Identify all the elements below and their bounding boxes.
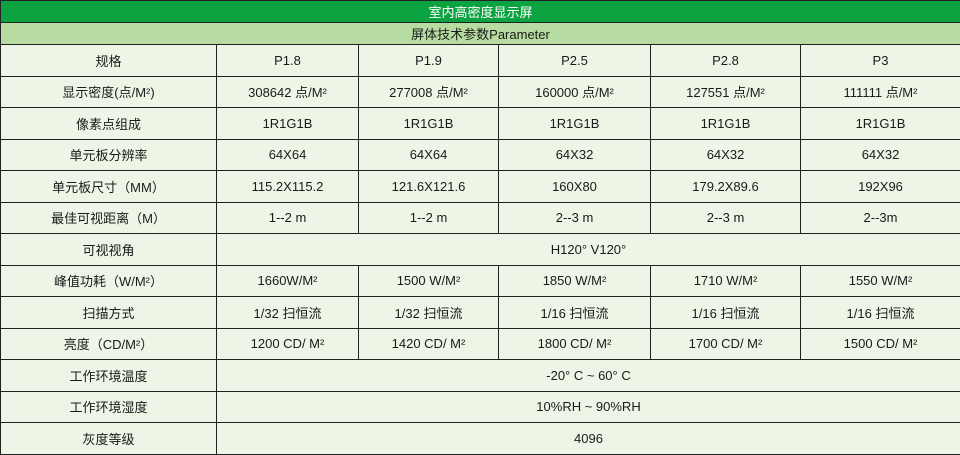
table-cell: 1R1G1B — [217, 108, 359, 140]
row-label: 单元板尺寸（MM） — [1, 171, 217, 203]
table-cell: 1/32 扫恒流 — [217, 297, 359, 329]
table-cell: 127551 点/M² — [651, 76, 801, 108]
table-cell: 1660W/M² — [217, 265, 359, 297]
table-cell: 1/32 扫恒流 — [359, 297, 499, 329]
table-cell: 1R1G1B — [801, 108, 960, 140]
table-cell: 1200 CD/ M² — [217, 328, 359, 360]
table-cell: 64X32 — [801, 139, 960, 171]
table-row: 工作环境温度-20° C ~ 60° C — [1, 360, 960, 392]
table-cell: P1.8 — [217, 45, 359, 77]
row-label: 单元板分辨率 — [1, 139, 217, 171]
table-cell: 1--2 m — [217, 202, 359, 234]
table-cell: 111111 点/M² — [801, 76, 960, 108]
table-subtitle: 屏体技术参数Parameter — [1, 23, 960, 45]
row-label: 规格 — [1, 45, 217, 77]
table-cell: 160X80 — [499, 171, 651, 203]
table-cell: 64X64 — [217, 139, 359, 171]
table-cell: P1.9 — [359, 45, 499, 77]
table-cell: 64X32 — [651, 139, 801, 171]
row-label: 最佳可视距离（M） — [1, 202, 217, 234]
table-cell: 1800 CD/ M² — [499, 328, 651, 360]
merged-cell: 10%RH ~ 90%RH — [217, 391, 960, 423]
table-cell: 64X32 — [499, 139, 651, 171]
row-label: 亮度（CD/M²） — [1, 328, 217, 360]
row-label: 显示密度(点/M²) — [1, 76, 217, 108]
table-cell: 1R1G1B — [499, 108, 651, 140]
table-cell: 308642 点/M² — [217, 76, 359, 108]
row-label: 像素点组成 — [1, 108, 217, 140]
row-label: 扫描方式 — [1, 297, 217, 329]
table-cell: 1/16 扫恒流 — [499, 297, 651, 329]
row-label: 灰度等级 — [1, 423, 217, 455]
table-cell: 1/16 扫恒流 — [651, 297, 801, 329]
table-cell: 64X64 — [359, 139, 499, 171]
table-cell: 277008 点/M² — [359, 76, 499, 108]
table-cell: 115.2X115.2 — [217, 171, 359, 203]
merged-cell: H120° V120° — [217, 234, 960, 266]
table-title: 室内高密度显示屏 — [1, 1, 960, 23]
row-label: 可视视角 — [1, 234, 217, 266]
merged-cell: -20° C ~ 60° C — [217, 360, 960, 392]
table-cell: 121.6X121.6 — [359, 171, 499, 203]
table-cell: 1--2 m — [359, 202, 499, 234]
table-cell: 160000 点/M² — [499, 76, 651, 108]
table-cell: 2--3m — [801, 202, 960, 234]
table-cell: 2--3 m — [499, 202, 651, 234]
row-label: 工作环境湿度 — [1, 391, 217, 423]
table-cell: 1R1G1B — [651, 108, 801, 140]
table-cell: P2.8 — [651, 45, 801, 77]
table-cell: 1500 W/M² — [359, 265, 499, 297]
table-cell: 2--3 m — [651, 202, 801, 234]
table-cell: 1/16 扫恒流 — [801, 297, 960, 329]
table-cell: 1700 CD/ M² — [651, 328, 801, 360]
subtitle-row: 屏体技术参数Parameter — [1, 23, 960, 45]
table-cell: 1850 W/M² — [499, 265, 651, 297]
table-cell: 1500 CD/ M² — [801, 328, 960, 360]
table-cell: 1550 W/M² — [801, 265, 960, 297]
table-cell: 192X96 — [801, 171, 960, 203]
merged-cell: 4096 — [217, 423, 960, 455]
table-cell: 179.2X89.6 — [651, 171, 801, 203]
table-cell: P3 — [801, 45, 960, 77]
table-cell: 1710 W/M² — [651, 265, 801, 297]
table-cell: 1420 CD/ M² — [359, 328, 499, 360]
table-cell: 1R1G1B — [359, 108, 499, 140]
row-label: 峰值功耗（W/M²） — [1, 265, 217, 297]
table-cell: P2.5 — [499, 45, 651, 77]
title-row: 室内高密度显示屏 — [1, 1, 960, 23]
row-label: 工作环境温度 — [1, 360, 217, 392]
